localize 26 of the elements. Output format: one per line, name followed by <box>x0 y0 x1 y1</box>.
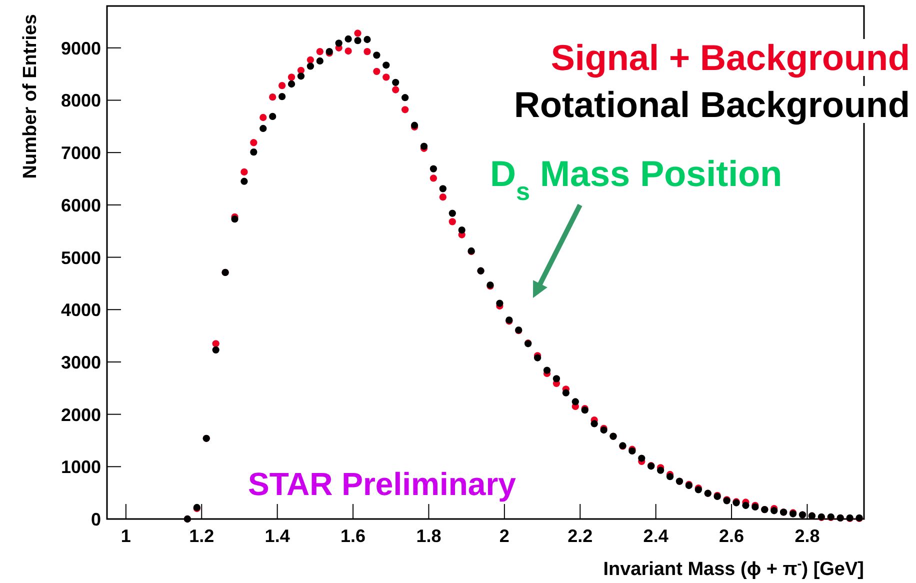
x-tick-label: 2.6 <box>719 526 744 546</box>
text: Signal + Background <box>550 37 910 78</box>
x-tick-label: 2.2 <box>568 526 593 546</box>
y-tick-label: 2000 <box>60 404 101 425</box>
y-tick-label: 5000 <box>60 248 101 268</box>
text: Rotational Background <box>514 84 910 125</box>
annotation: STAR Preliminary <box>248 466 516 502</box>
x-tick-label: 1.4 <box>264 526 290 546</box>
y-tick-label: 1000 <box>60 457 101 478</box>
x-tick-label: 2.8 <box>794 526 820 546</box>
x-tick-label: 2 <box>499 526 510 546</box>
x-tick-label: 1.6 <box>340 526 366 546</box>
x-tick-label: 1.8 <box>416 526 442 546</box>
y-tick-label: 8000 <box>60 90 101 111</box>
y-axis-title: Number of Entries <box>20 14 41 179</box>
y-tick-label: 4000 <box>60 300 101 320</box>
x-tick-label: 1 <box>120 526 131 546</box>
annotation: D$_{s}$ Mass Position <box>490 153 782 206</box>
x-tick-label: 2.4 <box>643 526 668 546</box>
y-tick-label: 6000 <box>60 195 101 216</box>
y-tick-label: 3000 <box>60 352 101 372</box>
y-tick-label: 0 <box>90 510 101 530</box>
x-axis-title: Invariant Mass (ϕ + π$^{-}$) [GeV] <box>603 556 864 580</box>
y-tick-label: 9000 <box>60 38 101 58</box>
x-tick-label: 1.2 <box>189 526 214 546</box>
y-tick-label: 7000 <box>60 143 101 164</box>
